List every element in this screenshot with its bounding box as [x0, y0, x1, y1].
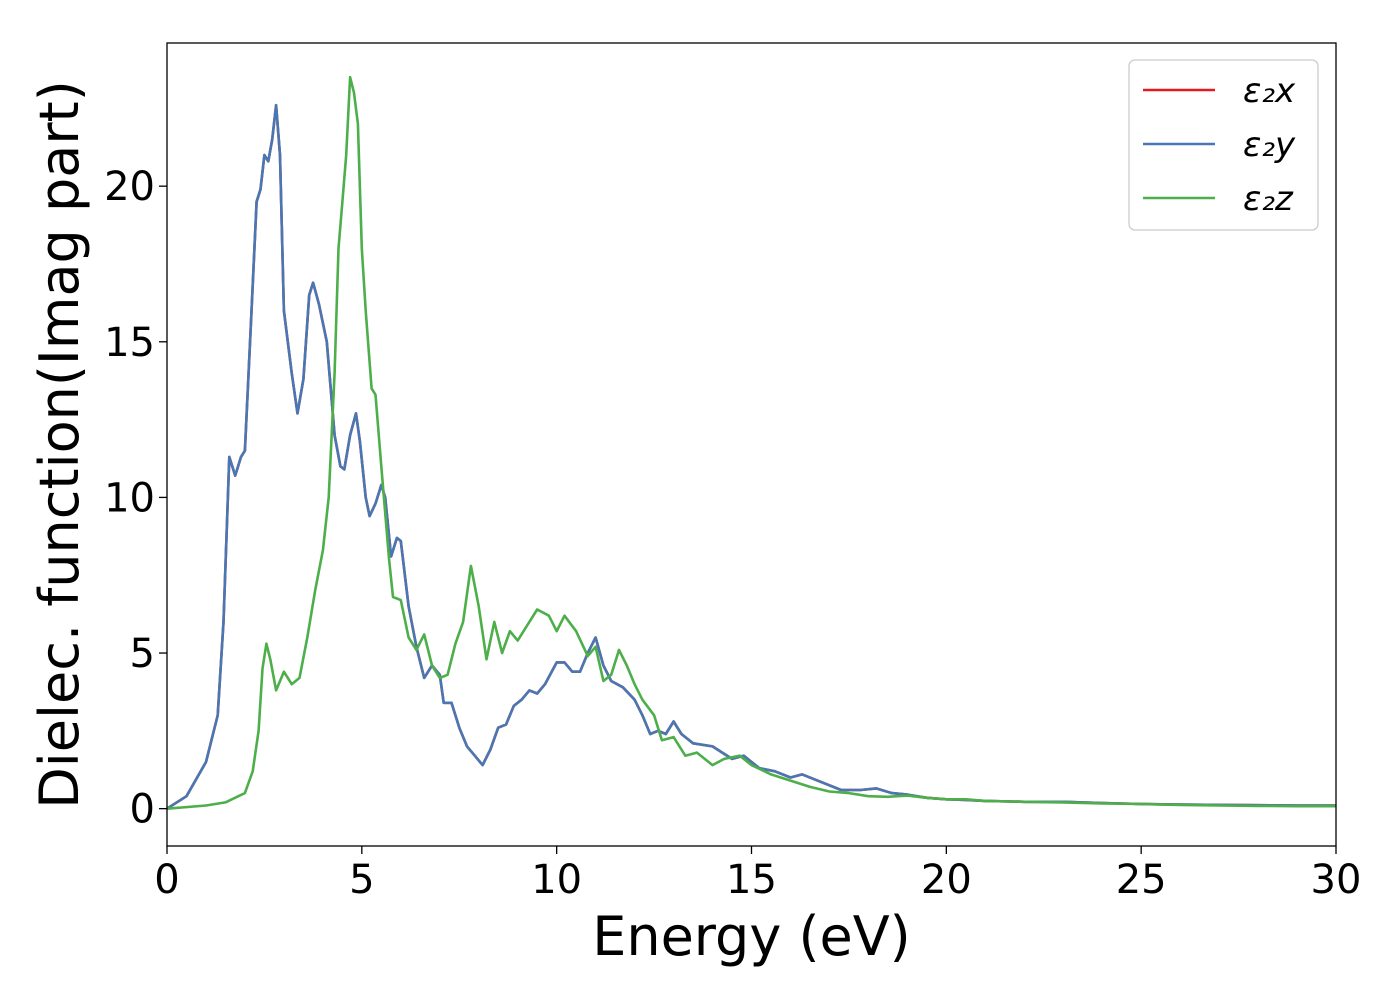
- y-tick-label: 10: [104, 475, 155, 521]
- series-line-2: [167, 75, 1336, 810]
- y-tick-label: 15: [104, 320, 155, 366]
- x-axis: 0 5 10 15 20 25 30: [154, 846, 1361, 903]
- series-layer: [167, 75, 1336, 810]
- x-tick-label: 30: [1311, 857, 1362, 903]
- y-tick-label: 5: [130, 631, 155, 677]
- y-axis-label: Dielec. function(Imag part): [28, 80, 91, 809]
- y-axis: 0 5 10 15 20: [104, 164, 167, 833]
- y-tick-label: 0: [130, 787, 155, 833]
- legend-label-1: ε₂y: [1243, 125, 1296, 165]
- x-tick-label: 25: [1116, 857, 1167, 903]
- legend: ε₂x ε₂y ε₂z: [1128, 59, 1319, 231]
- legend-box: [1128, 59, 1319, 231]
- x-tick-label: 20: [921, 857, 972, 903]
- x-tick-label: 10: [531, 857, 582, 903]
- x-tick-label: 0: [154, 857, 179, 903]
- series-line-1: [167, 103, 1336, 810]
- y-tick-label: 20: [104, 164, 155, 210]
- x-tick-label: 5: [349, 857, 374, 903]
- x-axis-label: Energy (eV): [592, 905, 911, 968]
- x-tick-label: 15: [726, 857, 777, 903]
- legend-label-0: ε₂x: [1243, 71, 1296, 111]
- legend-label-2: ε₂z: [1243, 179, 1294, 219]
